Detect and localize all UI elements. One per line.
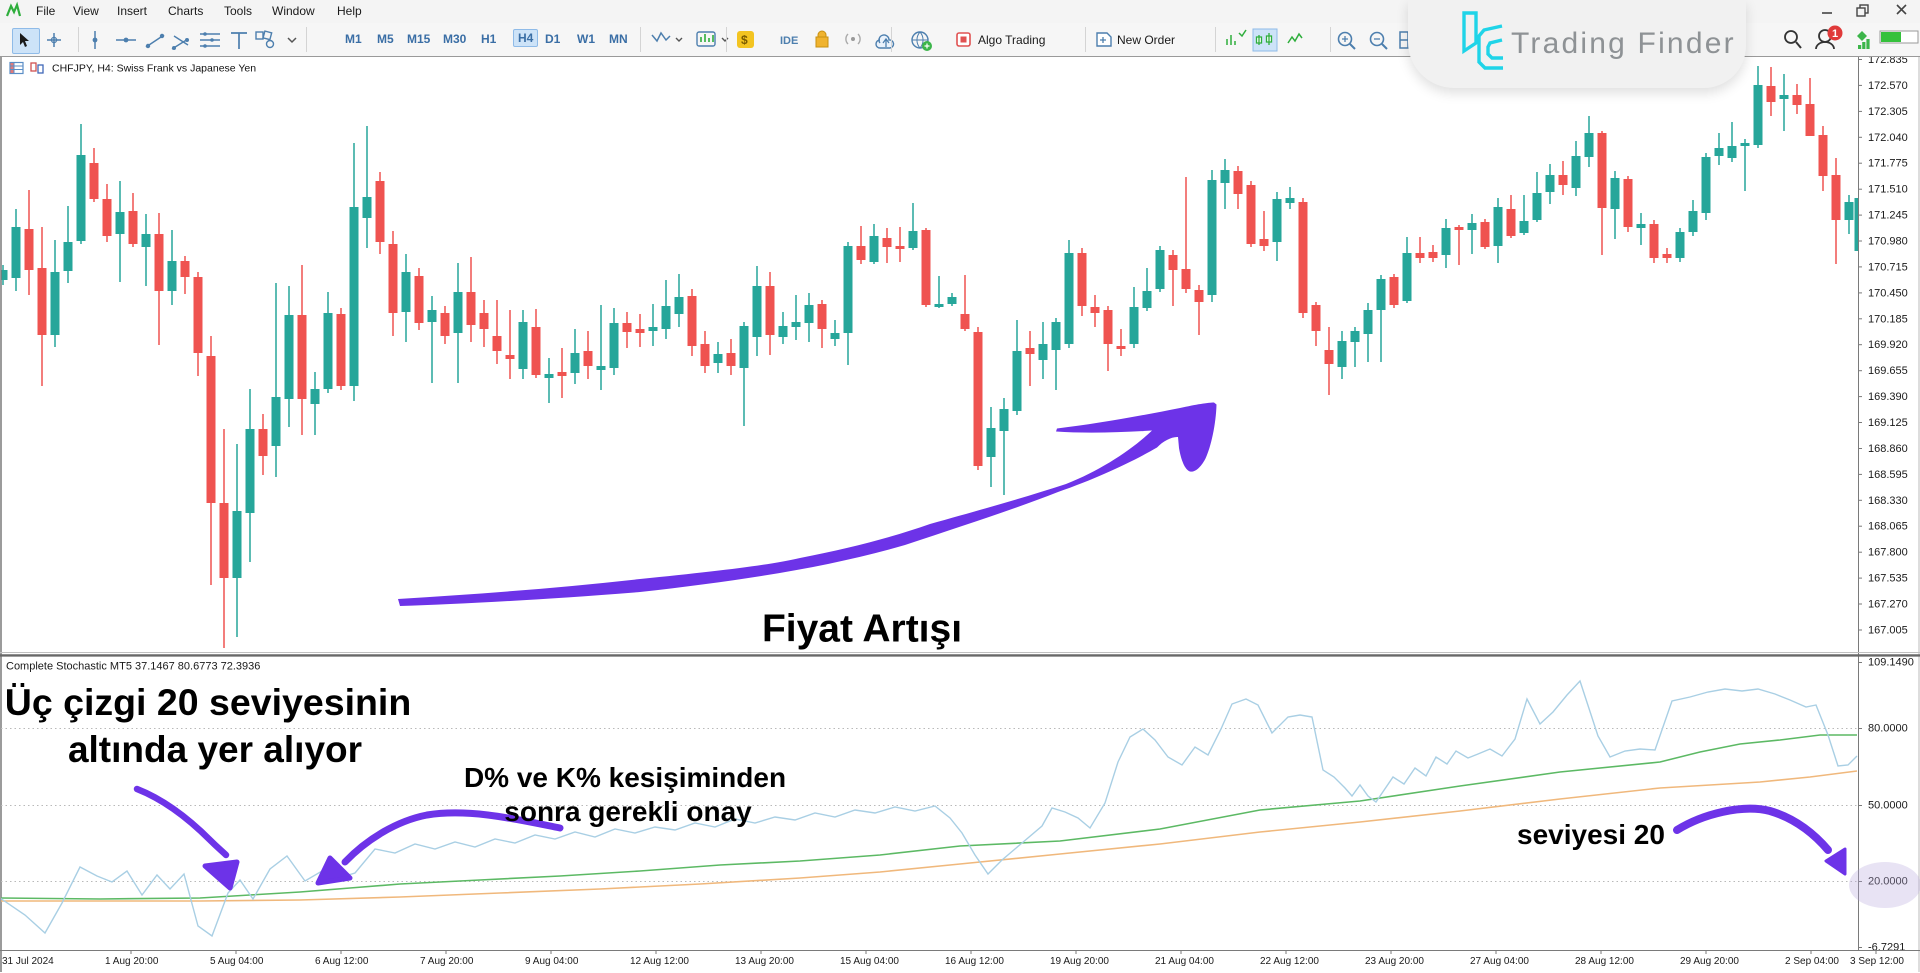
svg-text:-6.7291: -6.7291 (1868, 942, 1905, 954)
svg-text:171.510: 171.510 (1868, 184, 1908, 196)
svg-text:21 Aug 04:00: 21 Aug 04:00 (1155, 956, 1214, 967)
svg-text:Üç çizgi 20 seviyesinin: Üç çizgi 20 seviyesinin (5, 681, 411, 723)
svg-text:170.450: 170.450 (1868, 287, 1908, 299)
svg-text:7 Aug 20:00: 7 Aug 20:00 (420, 956, 474, 967)
svg-text:31 Jul 2024: 31 Jul 2024 (2, 956, 54, 967)
svg-text:seviyesi 20: seviyesi 20 (1517, 819, 1665, 850)
svg-text:CHFJPY, H4: Swiss Frank vs Ja: CHFJPY, H4: Swiss Frank vs Japanese Yen (52, 63, 256, 75)
svg-text:169.125: 169.125 (1868, 417, 1908, 429)
svg-text:29 Aug 20:00: 29 Aug 20:00 (1680, 956, 1739, 967)
svg-text:Complete Stochastic MT5 37.146: Complete Stochastic MT5 37.1467 80.6773 … (6, 661, 260, 673)
svg-text:168.860: 168.860 (1868, 443, 1908, 455)
svg-text:6 Aug 12:00: 6 Aug 12:00 (315, 956, 369, 967)
svg-text:16 Aug 12:00: 16 Aug 12:00 (945, 956, 1004, 967)
svg-text:12 Aug 12:00: 12 Aug 12:00 (630, 956, 689, 967)
svg-text:15 Aug 04:00: 15 Aug 04:00 (840, 956, 899, 967)
svg-text:167.800: 167.800 (1868, 547, 1908, 559)
svg-text:172.570: 172.570 (1868, 80, 1908, 92)
svg-text:169.390: 169.390 (1868, 391, 1908, 403)
svg-text:1 Aug 20:00: 1 Aug 20:00 (105, 956, 159, 967)
svg-text:5 Aug 04:00: 5 Aug 04:00 (210, 956, 264, 967)
svg-text:171.245: 171.245 (1868, 210, 1908, 222)
svg-text:3 Sep 12:00: 3 Sep 12:00 (1850, 956, 1904, 967)
svg-text:13 Aug 20:00: 13 Aug 20:00 (735, 956, 794, 967)
svg-text:167.535: 167.535 (1868, 573, 1908, 585)
svg-text:Fiyat Artışı: Fiyat Artışı (762, 608, 962, 651)
svg-text:sonra gerekli onay: sonra gerekli onay (504, 796, 752, 827)
svg-text:50.0000: 50.0000 (1868, 800, 1908, 812)
svg-text:2 Sep 04:00: 2 Sep 04:00 (1785, 956, 1839, 967)
svg-text:168.065: 168.065 (1868, 521, 1908, 533)
svg-text:22 Aug 12:00: 22 Aug 12:00 (1260, 956, 1319, 967)
svg-text:170.715: 170.715 (1868, 261, 1908, 273)
svg-text:170.980: 170.980 (1868, 236, 1908, 248)
svg-text:altında yer alıyor: altında yer alıyor (68, 729, 362, 770)
svg-text:Algo Trading: Algo Trading (978, 33, 1045, 47)
svg-text:168.330: 168.330 (1868, 495, 1908, 507)
svg-text:168.595: 168.595 (1868, 469, 1908, 481)
svg-text:172.305: 172.305 (1868, 106, 1908, 118)
svg-text:172.040: 172.040 (1868, 132, 1908, 144)
svg-text:169.655: 169.655 (1868, 365, 1908, 377)
svg-text:D% ve K% kesişiminden: D% ve K% kesişiminden (464, 762, 786, 793)
svg-text:28 Aug 12:00: 28 Aug 12:00 (1575, 956, 1634, 967)
svg-text:19 Aug 20:00: 19 Aug 20:00 (1050, 956, 1109, 967)
svg-text:23 Aug 20:00: 23 Aug 20:00 (1365, 956, 1424, 967)
svg-text:9 Aug 04:00: 9 Aug 04:00 (525, 956, 579, 967)
svg-text:20.0000: 20.0000 (1868, 876, 1908, 888)
svg-text:1: 1 (1832, 28, 1838, 40)
svg-text:New Order: New Order (1117, 33, 1175, 47)
svg-text:169.920: 169.920 (1868, 339, 1908, 351)
svg-text:109.1490: 109.1490 (1868, 657, 1914, 669)
svg-text:167.005: 167.005 (1868, 625, 1908, 637)
svg-text:172.835: 172.835 (1868, 54, 1908, 66)
svg-text:171.775: 171.775 (1868, 158, 1908, 170)
svg-text:80.0000: 80.0000 (1868, 723, 1908, 735)
svg-text:$: $ (741, 33, 748, 47)
svg-text:167.270: 167.270 (1868, 599, 1908, 611)
svg-text:170.185: 170.185 (1868, 313, 1908, 325)
svg-text:IDE: IDE (780, 35, 798, 47)
svg-text:27 Aug 04:00: 27 Aug 04:00 (1470, 956, 1529, 967)
